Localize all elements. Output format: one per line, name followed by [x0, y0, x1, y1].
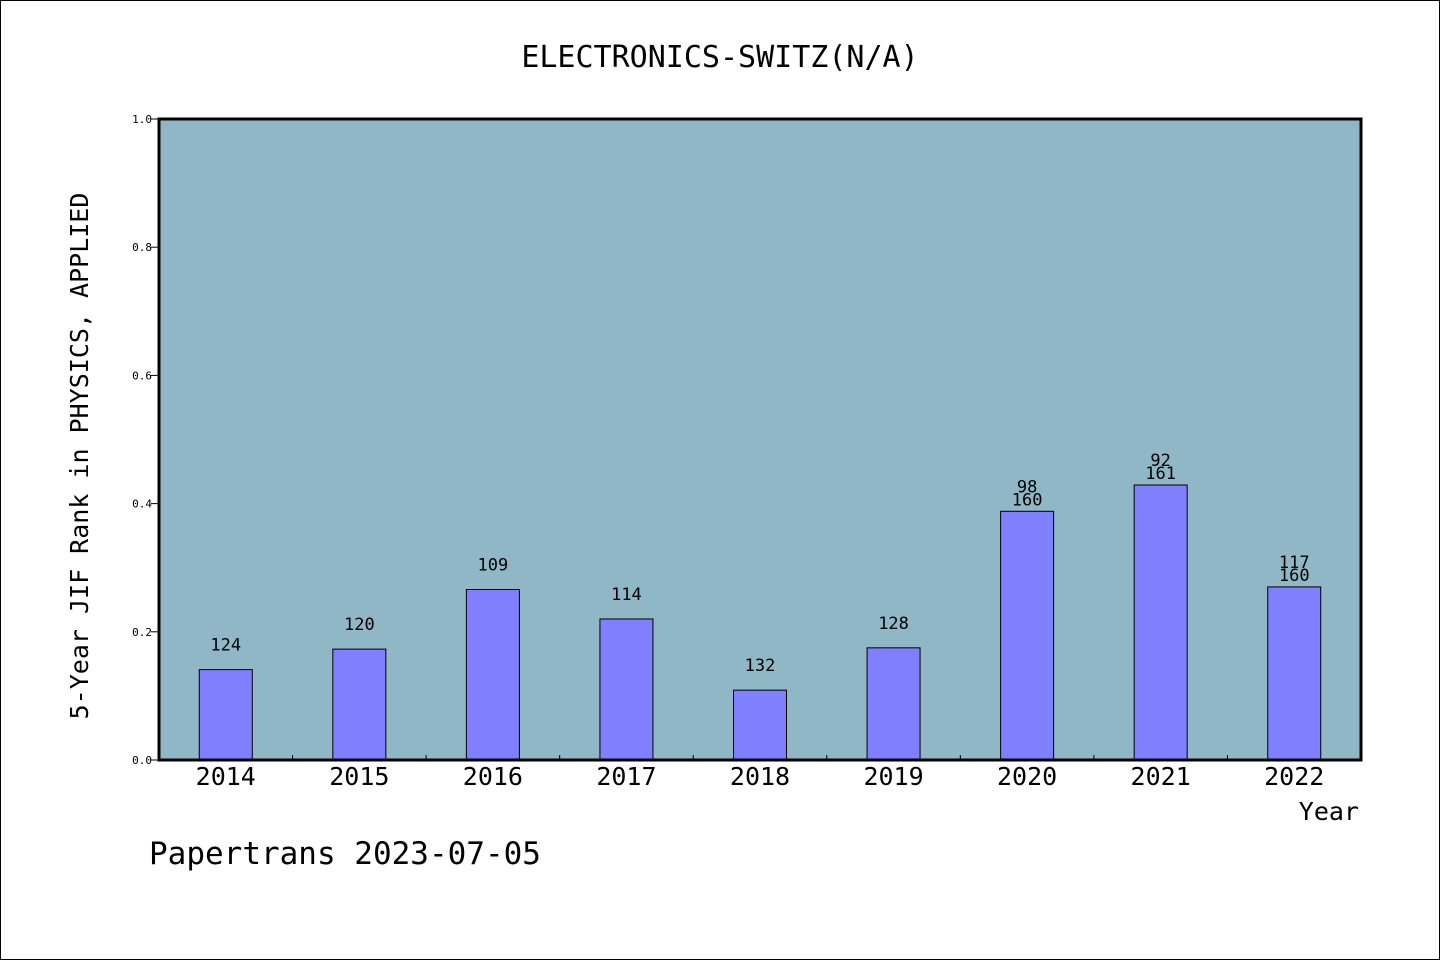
chart-title: ELECTRONICS-SWITZ(N/A)	[521, 40, 918, 75]
x-tick-label: 2020	[997, 762, 1057, 791]
bar-value-label: 92	[1150, 451, 1170, 471]
bar-2021	[1133, 484, 1188, 761]
bar-value-label: 120	[344, 615, 375, 635]
x-tick-labels-group: 2014 2015 2016 2017 2018 2019 2020 2021 2022	[196, 762, 1325, 791]
x-tick-label: 2018	[730, 762, 790, 791]
y-tick-label: 0.4	[132, 498, 152, 511]
bar-value-label: 124	[210, 636, 241, 656]
bar-value-label: 160	[1279, 566, 1310, 586]
bar-value-label: 98	[1017, 477, 1037, 497]
bar-2015	[332, 648, 387, 761]
y-tick-label: 0.2	[132, 626, 152, 639]
y-axis-ticks: 0.0 0.2 0.4 0.6 0.8 1.0	[132, 113, 159, 767]
bar-value-label: 161	[1145, 464, 1176, 484]
x-tick-label: 2022	[1264, 762, 1324, 791]
bar-2017	[599, 618, 654, 761]
x-tick-label: 2017	[596, 762, 656, 791]
bar-value-label: 114	[611, 585, 642, 605]
y-tick-label: 1.0	[132, 113, 152, 126]
x-tick-label: 2015	[329, 762, 389, 791]
bar-value-label: 128	[878, 614, 909, 634]
y-tick-label: 0.6	[132, 369, 152, 382]
footer-text: Papertrans 2023-07-05	[149, 836, 541, 872]
bar-value-label: 160	[1012, 490, 1043, 510]
bar-value-label: 117	[1279, 553, 1310, 573]
plot-border	[157, 117, 1363, 762]
x-tick-label: 2014	[196, 762, 256, 791]
bars-group	[198, 484, 1322, 761]
y-tick-label: 0.8	[132, 241, 152, 254]
bar-2020	[1000, 510, 1055, 761]
bar-2016	[465, 588, 520, 761]
bar-2019	[866, 647, 921, 761]
bar-value-label: 132	[745, 656, 776, 676]
bar-2018	[733, 689, 787, 761]
y-axis-label: 5-Year JIF Rank in PHYSICS, APPLIED	[65, 193, 94, 720]
bar-value-label: 109	[478, 555, 509, 575]
y-tick-label: 0.0	[132, 754, 152, 767]
x-axis-label: Year	[1299, 797, 1359, 826]
bar-2022	[1267, 586, 1322, 761]
x-tick-label: 2021	[1131, 762, 1191, 791]
x-tick-label: 2016	[463, 762, 523, 791]
bar-2014	[198, 669, 253, 761]
x-tick-label: 2019	[863, 762, 923, 791]
